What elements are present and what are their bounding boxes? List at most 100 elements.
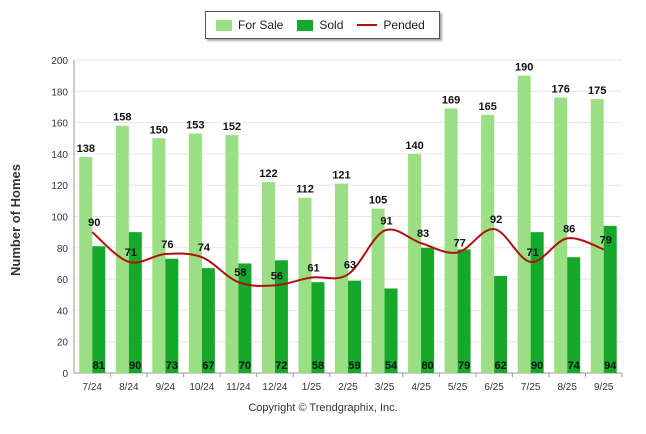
for-sale-data-label: 121 [332, 170, 350, 182]
pended-data-label: 58 [234, 267, 246, 279]
x-tick-label: 10/24 [189, 382, 214, 393]
legend-swatch-for-sale [216, 19, 232, 31]
bar-for-sale [554, 97, 568, 373]
y-tick-label: 200 [51, 56, 68, 67]
bar-sold [384, 288, 398, 373]
for-sale-data-label: 190 [515, 62, 533, 74]
x-tick-label: 8/24 [119, 382, 139, 393]
x-tick-label: 5/25 [448, 382, 468, 393]
for-sale-data-label: 153 [186, 120, 204, 132]
bar-for-sale [371, 208, 385, 373]
pended-data-label: 91 [380, 216, 392, 228]
sold-data-label: 90 [129, 360, 141, 372]
x-tick-label: 3/25 [375, 382, 395, 393]
for-sale-data-label: 150 [150, 124, 168, 136]
x-tick-label: 7/25 [521, 382, 541, 393]
for-sale-data-label: 105 [369, 195, 387, 207]
bar-for-sale [481, 114, 495, 374]
copyright-text: Copyright © Trendgraphix, Inc. [248, 402, 398, 414]
pended-line [91, 228, 605, 287]
legend-item-sold[interactable]: Sold [297, 18, 343, 32]
bar-sold [457, 249, 471, 373]
pended-data-label: 71 [125, 247, 137, 259]
sold-data-label: 54 [385, 360, 398, 372]
x-tick-label: 8/25 [557, 382, 577, 393]
legend-item-pended[interactable]: Pended [357, 18, 425, 32]
legend: For Sale Sold Pended [205, 11, 440, 39]
x-tick-label: 6/25 [484, 382, 504, 393]
bar-for-sale [517, 75, 531, 374]
legend-swatch-sold [297, 19, 314, 31]
x-tick-label: 4/25 [411, 382, 431, 393]
x-tick-label: 2/25 [338, 382, 358, 393]
sold-data-label: 72 [275, 360, 287, 372]
for-sale-data-label: 165 [478, 101, 496, 113]
pended-data-label: 90 [88, 217, 100, 229]
y-tick-label: 80 [57, 244, 69, 255]
legend-label-pended: Pended [383, 18, 425, 32]
sold-data-label: 62 [495, 360, 507, 372]
for-sale-data-label: 169 [442, 95, 460, 107]
bar-for-sale [444, 108, 458, 373]
pended-data-label: 61 [307, 263, 319, 275]
pended-data-label: 77 [453, 237, 465, 249]
bar-sold [603, 225, 617, 373]
bar-for-sale [115, 125, 129, 373]
for-sale-data-label: 176 [552, 84, 570, 96]
bar-sold [92, 246, 106, 373]
for-sale-data-label: 152 [223, 121, 241, 133]
bar-sold [165, 258, 179, 373]
bar-for-sale [225, 135, 239, 373]
y-tick-label: 20 [57, 338, 69, 349]
for-sale-data-label: 140 [405, 140, 423, 152]
y-tick-label: 160 [51, 119, 68, 130]
bar-sold [274, 260, 288, 373]
bar-sold [201, 268, 215, 373]
pended-data-label: 79 [600, 234, 612, 246]
sold-data-label: 94 [604, 360, 617, 372]
legend-swatch-pended [357, 24, 378, 26]
for-sale-data-label: 175 [588, 85, 606, 97]
for-sale-data-label: 138 [77, 143, 95, 155]
bar-sold [494, 275, 508, 373]
y-tick-label: 40 [57, 306, 69, 317]
x-tick-label: 9/25 [594, 382, 614, 393]
bar-for-sale [590, 99, 604, 373]
bar-for-sale [261, 182, 275, 373]
y-tick-label: 180 [51, 87, 68, 98]
x-tick-label: 7/24 [83, 382, 103, 393]
y-tick-label: 140 [51, 150, 68, 161]
sold-data-label: 79 [458, 360, 470, 372]
y-tick-label: 60 [57, 275, 69, 286]
pended-data-label: 56 [271, 270, 283, 282]
bar-sold [530, 232, 544, 373]
y-tick-label: 120 [51, 181, 68, 192]
bar-sold [348, 280, 361, 373]
pended-data-label: 76 [161, 239, 173, 251]
bar-sold [238, 263, 252, 373]
x-tick-label: 11/24 [226, 382, 251, 393]
x-tick-label: 9/24 [156, 382, 176, 393]
legend-item-for-sale[interactable]: For Sale [216, 18, 283, 32]
for-sale-data-label: 112 [296, 184, 314, 196]
bar-sold [311, 282, 325, 373]
y-tick-label: 100 [51, 213, 68, 224]
bar-sold [128, 232, 142, 373]
sold-data-label: 81 [93, 360, 105, 372]
bar-for-sale [79, 157, 93, 373]
bar-sold [421, 247, 435, 373]
sold-data-label: 73 [166, 360, 178, 372]
sold-data-label: 90 [531, 360, 543, 372]
pended-data-label: 71 [527, 247, 539, 259]
bar-sold [567, 257, 581, 373]
sold-data-label: 70 [239, 360, 251, 372]
x-tick-label: 1/25 [302, 382, 322, 393]
sold-data-label: 58 [312, 360, 324, 372]
sold-data-label: 59 [348, 360, 360, 372]
pended-data-label: 83 [417, 228, 429, 240]
pended-data-label: 86 [563, 223, 575, 235]
bar-for-sale [408, 153, 422, 373]
for-sale-data-label: 122 [259, 168, 277, 180]
y-tick-label: 0 [62, 369, 68, 380]
